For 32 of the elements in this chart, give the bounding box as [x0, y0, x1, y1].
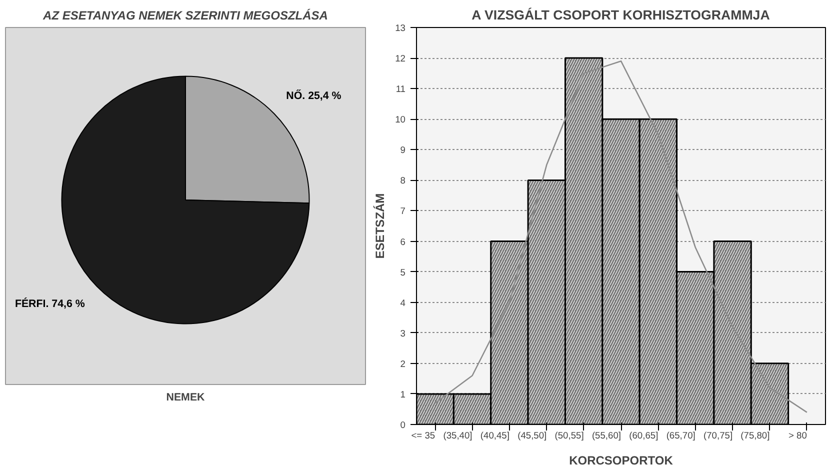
chart-title: AZ ESETANYAG NEMEK SZERINTI MEGOSZLÁSA: [42, 8, 328, 22]
x-tick-label: (40,45]: [480, 430, 510, 440]
y-tick-label: 11: [396, 84, 406, 94]
y-tick-label: 8: [400, 176, 406, 186]
x-tick-label: (55,60]: [592, 430, 622, 440]
chart-title: A VIZSGÁLT CSOPORT KORHISZTOGRAMMJA: [472, 8, 770, 22]
y-tick-label: 6: [400, 236, 406, 247]
y-tick-label: 7: [400, 206, 406, 216]
x-tick-label: <= 35: [411, 430, 436, 440]
y-tick-label: 1: [400, 389, 406, 400]
y-tick-label: 2: [400, 358, 406, 369]
x-tick-label: (75,80]: [740, 430, 770, 440]
slice-label: FÉRFI. 74,6 %: [14, 296, 86, 310]
x-axis-title: KORCSOPORTOK: [569, 454, 674, 468]
y-tick-label: 0: [400, 420, 406, 430]
x-tick-label: (65,70]: [666, 430, 696, 440]
x-tick-label: (45,50]: [518, 430, 547, 440]
text: NEMEK: [166, 392, 206, 404]
slice-label: NŐ. 25,4 %: [286, 89, 342, 102]
x-tick-label: (60,65]: [629, 430, 658, 440]
x-tick-label: (70,75]: [704, 430, 733, 440]
y-tick-label: 9: [400, 145, 406, 156]
y-tick-label: 3: [400, 328, 406, 338]
y-tick-label: 13: [395, 23, 406, 33]
y-axis-title: ESETSZÁM: [373, 193, 388, 259]
y-tick-label: 5: [400, 267, 406, 278]
x-tick-label: (50,55]: [554, 430, 584, 440]
x-tick-label: (35,40]: [443, 430, 472, 440]
x-tick-label: > 80: [788, 430, 807, 440]
y-tick-label: 10: [395, 114, 406, 125]
y-tick-label: 4: [400, 298, 406, 308]
y-tick-label: 12: [395, 54, 406, 64]
